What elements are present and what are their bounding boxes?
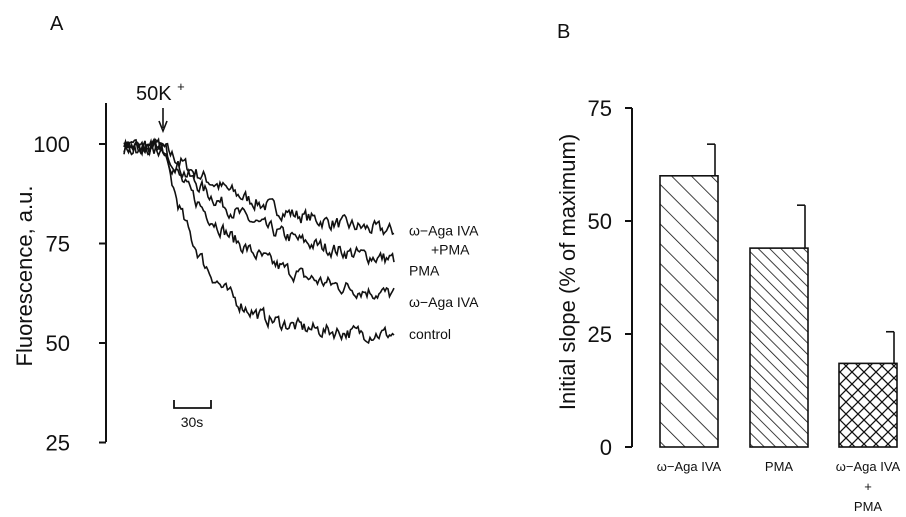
- bar-1: [749, 247, 809, 448]
- panel-b-ylabel: Initial slope (% of maximum): [555, 134, 580, 410]
- panel-a-trace-labels: ω−Aga IVA +PMA PMA ω−Aga IVA control: [409, 223, 479, 343]
- bar-0: [659, 175, 719, 448]
- panel-a-tick-label: 25: [46, 431, 70, 456]
- arrow-head: [158, 120, 168, 134]
- trace-label: control: [409, 326, 451, 342]
- category-label: +: [864, 479, 872, 494]
- trace-0: [123, 140, 395, 236]
- panel-b-bars: [659, 143, 898, 448]
- panel-b-tick-label: 0: [600, 435, 612, 460]
- trace-label: ω−Aga IVA: [409, 223, 479, 239]
- panel-a-ylabel: Fluorescence, a.u.: [12, 186, 37, 367]
- stimulus-label: 50K +: [136, 79, 185, 105]
- trace-label: +PMA: [431, 242, 470, 258]
- category-label: PMA: [765, 459, 794, 474]
- panel-b-tick-label: 50: [588, 209, 612, 234]
- panel-b-category-labels: ω−Aga IVA PMA ω−Aga IVA + PMA: [657, 459, 901, 514]
- time-scale-bar: [173, 400, 212, 409]
- panel-a-tick-label: 75: [46, 232, 70, 257]
- panel-a-ticks: 100 75 50 25: [33, 132, 106, 456]
- panel-b-tick-label: 75: [588, 96, 612, 121]
- scale-bar-line: [173, 400, 212, 409]
- category-label: PMA: [854, 499, 883, 514]
- category-label: ω−Aga IVA: [836, 459, 901, 474]
- panel-b: Initial slope (% of maximum) 75 50 25 0 ω−A…: [555, 96, 901, 514]
- trace-1: [123, 137, 395, 266]
- trace-label: ω−Aga IVA: [409, 294, 479, 310]
- panel-b-tick-label: 25: [588, 322, 612, 347]
- stimulus-arrow-icon: [158, 108, 168, 134]
- panel-a-traces: [123, 137, 395, 345]
- panel-b-label: B: [557, 21, 570, 43]
- trace-3: [123, 138, 395, 345]
- panel-a-tick-label: 100: [33, 132, 70, 157]
- scale-bar-label: 30s: [181, 414, 204, 430]
- panel-b-ticks: 75 50 25 0: [588, 96, 632, 460]
- panel-a-label: A: [50, 13, 64, 35]
- bar-2: [838, 362, 898, 448]
- panel-a-tick-label: 50: [46, 331, 70, 356]
- category-label: ω−Aga IVA: [657, 459, 722, 474]
- trace-2: [123, 137, 395, 300]
- panel-a: Fluorescence, a.u. 100 75 50 25 ω−Aga IVA +P…: [12, 79, 479, 456]
- trace-label: PMA: [409, 262, 440, 278]
